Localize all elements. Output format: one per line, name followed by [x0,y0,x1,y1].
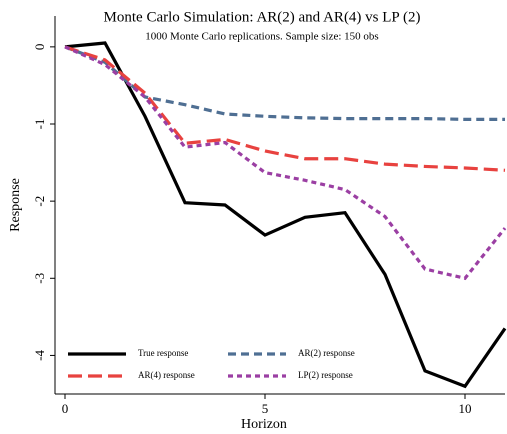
chart-subtitle: 1000 Monte Carlo replications. Sample si… [145,31,378,43]
y-axis-label: Response [8,178,23,232]
series-line [64,45,505,121]
series-line [64,45,507,281]
chart-title: Monte Carlo Simulation: AR(2) and AR(4) … [104,9,421,25]
legend-label: LP(2) response [298,370,353,380]
legend-label: AR(4) response [138,370,195,380]
y-tick-label: -3 [32,273,47,284]
legend-label: True response [138,348,188,358]
series-line [64,41,507,389]
y-tick-label: -2 [32,196,47,207]
x-tick-label: 5 [262,401,269,416]
x-axis-label: Horizon [241,417,287,432]
y-tick-label: -4 [32,350,47,361]
series-line [64,45,506,172]
legend-label: AR(2) response [298,348,355,358]
x-tick-label: 0 [62,401,69,416]
y-tick-label: 0 [32,44,47,51]
x-tick-label: 10 [459,401,472,416]
y-tick-label: -1 [32,119,47,130]
